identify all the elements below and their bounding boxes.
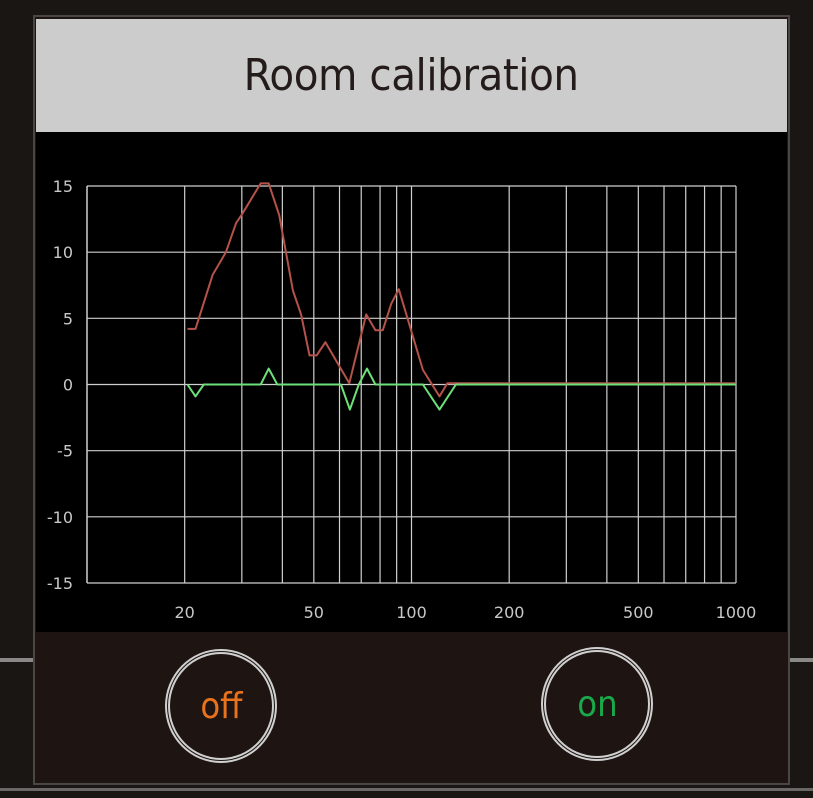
off-button[interactable]: off [165, 649, 277, 763]
background-divider-left [0, 658, 34, 662]
y-tick-label: 5 [63, 309, 73, 328]
dialog-title: Room calibration [243, 50, 580, 101]
off-button-label: off [199, 685, 243, 727]
correction-curve-line [186, 367, 736, 411]
y-tick-label: 15 [53, 177, 73, 196]
measured-response-line [187, 182, 736, 398]
x-tick-label: 200 [494, 603, 525, 622]
x-tick-label: 1000 [716, 603, 757, 622]
background-divider-right [789, 658, 813, 662]
calibration-chart: 15 10 5 0 -5 -10 -15 20 50 100 200 500 1000 [36, 132, 787, 632]
background-divider-bottom [0, 788, 813, 791]
on-button[interactable]: on [541, 647, 653, 761]
y-tick-label: -15 [47, 574, 73, 593]
x-tick-label: 500 [623, 603, 654, 622]
room-calibration-dialog: Room calibration 15 10 5 0 -5 -10 -15 20 50 100 20… [33, 15, 790, 785]
on-button-label: on [576, 683, 618, 725]
y-tick-label: 10 [53, 243, 73, 262]
x-tick-label: 50 [304, 603, 324, 622]
x-tick-label: 100 [396, 603, 427, 622]
y-tick-label: -10 [47, 508, 73, 527]
y-tick-label: 0 [63, 376, 73, 395]
dialog-header: Room calibration [36, 19, 787, 132]
x-tick-label: 20 [175, 603, 195, 622]
y-tick-label: -5 [57, 442, 73, 461]
